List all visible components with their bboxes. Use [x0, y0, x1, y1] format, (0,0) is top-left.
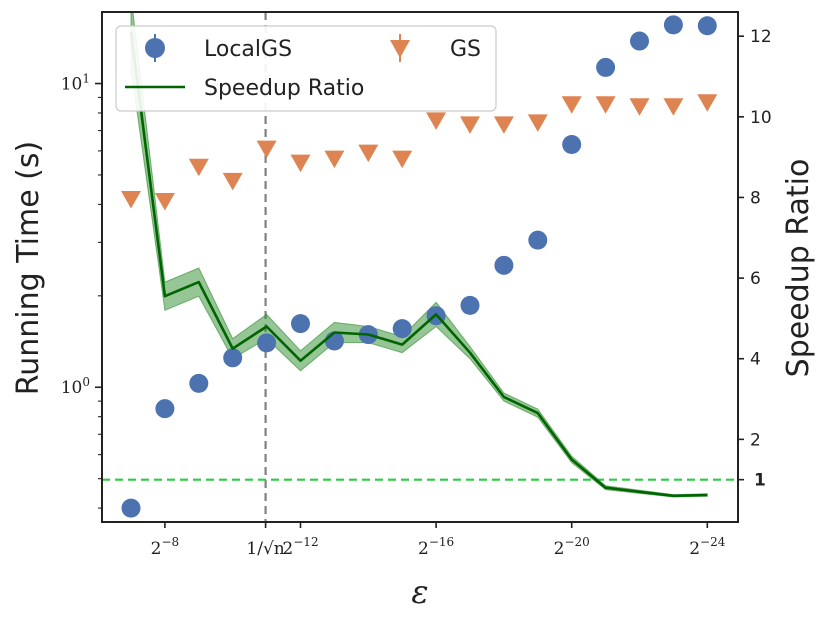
gs-point	[290, 154, 311, 173]
localgs-point	[392, 319, 412, 339]
y-left-tick-label: 100	[61, 375, 90, 398]
x-tick-label-sqrt-n: 1/√n	[246, 539, 284, 559]
gs-point	[697, 94, 718, 112]
plot-clip-group	[102, 12, 738, 522]
legend-gs-marker	[390, 40, 410, 58]
legend: LocalGS GS Speedup Ratio	[115, 25, 497, 112]
localgs-point	[494, 255, 514, 275]
gs-point	[460, 116, 480, 134]
localgs-point	[155, 399, 175, 419]
localgs-point	[324, 331, 344, 351]
y-right-tick-label: 4	[750, 350, 761, 370]
y-right-tick-label: 8	[750, 188, 761, 208]
y-left-axis-label: Running Time (s)	[11, 141, 46, 395]
y-right-tick-label-one: 1	[754, 471, 766, 491]
localgs-point	[562, 134, 582, 154]
gs-point	[154, 192, 175, 211]
localgs-point	[460, 295, 480, 315]
legend-localgs-marker	[145, 38, 165, 58]
gs-point	[629, 98, 650, 116]
gs-point	[324, 150, 345, 169]
gs-point	[493, 116, 514, 134]
y-right-tick-label: 10	[750, 108, 772, 128]
gs-point	[358, 144, 379, 163]
x-tick-label: 2−24	[689, 535, 726, 559]
x-tick-label: 2−20	[554, 535, 590, 559]
legend-localgs-label: LocalGS	[204, 37, 292, 62]
speedup-ratio-line	[129, 32, 708, 498]
y-right-tick-label: 12	[750, 27, 772, 47]
localgs-point	[697, 16, 717, 36]
localgs-point	[528, 230, 548, 250]
gs-point	[426, 112, 447, 130]
x-tick-label: 2−8	[151, 535, 180, 559]
y-right-tick-label: 2	[750, 430, 761, 450]
y-left-tick-label: 101	[61, 72, 90, 95]
legend-speedup-label: Speedup Ratio	[204, 76, 364, 101]
localgs-point	[121, 498, 141, 518]
localgs-point	[663, 15, 683, 35]
localgs-point	[257, 333, 277, 353]
gs-point	[561, 96, 582, 114]
gs-point	[222, 172, 243, 191]
gs-point	[595, 96, 616, 114]
legend-gs-label: GS	[450, 37, 481, 62]
localgs-point	[596, 57, 616, 77]
y-right-tick-label: 6	[750, 269, 761, 289]
x-tick-label: 2−12	[282, 535, 318, 559]
gs-point	[392, 150, 413, 169]
gs-point	[121, 190, 141, 209]
x-tick-label: 2−16	[418, 535, 454, 559]
plot-area	[102, 12, 738, 522]
gs-point	[527, 114, 548, 132]
localgs-point	[223, 348, 243, 368]
y-right-axis-label: Speedup Ratio	[781, 159, 816, 378]
gs-point	[256, 140, 277, 159]
localgs-point	[189, 373, 209, 393]
plot-frame	[101, 11, 739, 523]
localgs-point	[630, 31, 649, 51]
gs-point	[663, 98, 684, 116]
gs-point	[188, 158, 209, 177]
x-axis-label: ε	[411, 573, 428, 611]
localgs-point	[291, 314, 310, 334]
